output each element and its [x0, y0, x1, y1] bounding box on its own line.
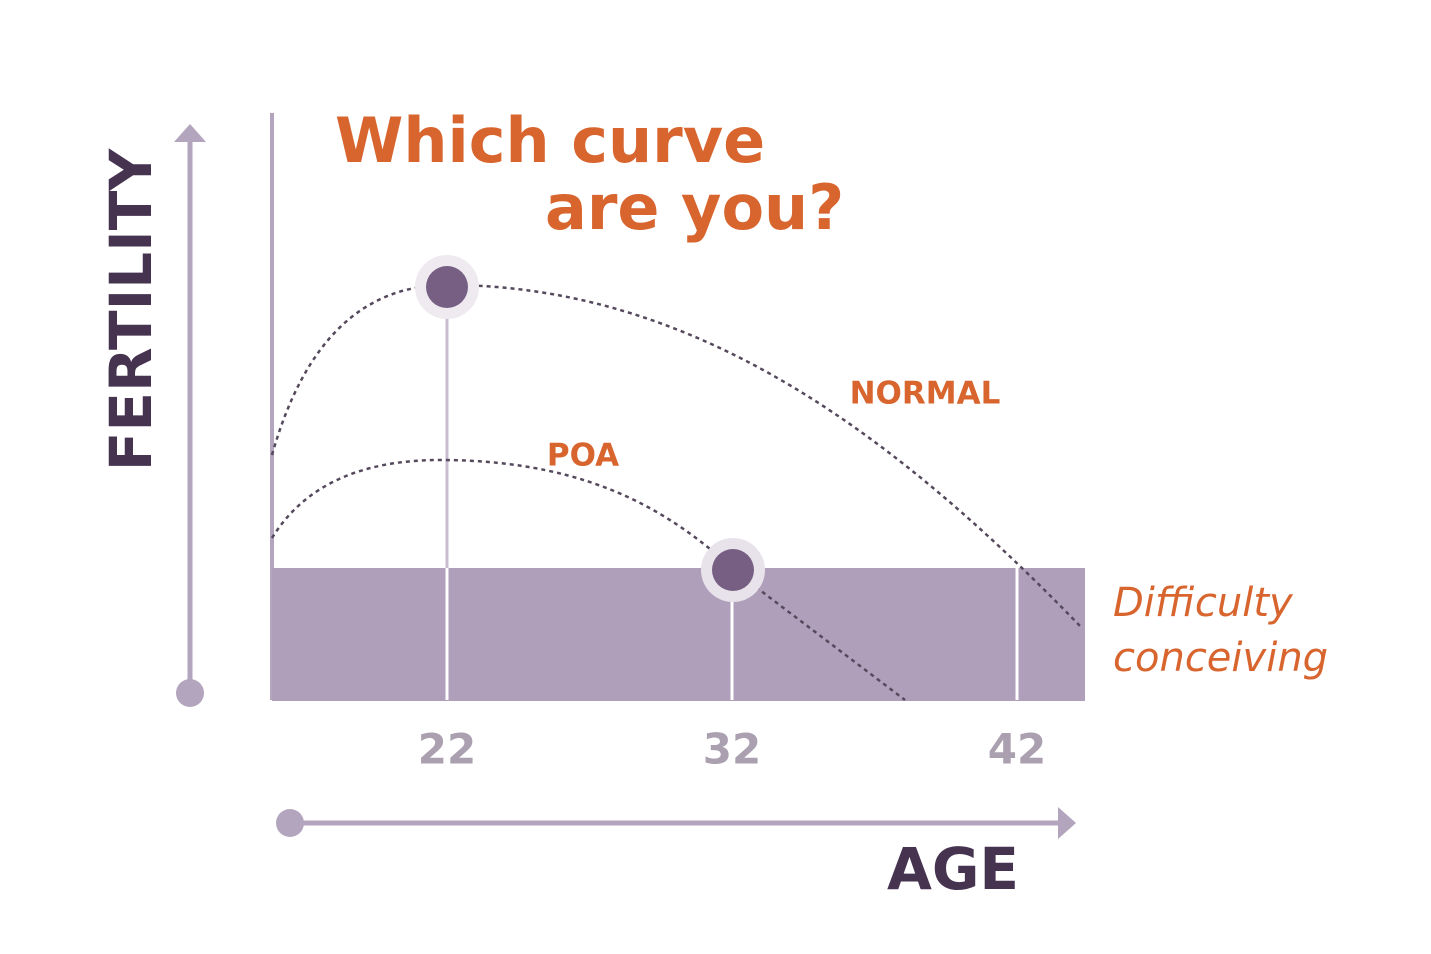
- title-line: Which curve: [335, 104, 765, 177]
- normal-curve: [270, 283, 1083, 629]
- difficulty-zone: [272, 568, 1085, 701]
- x-axis-dot: [276, 809, 304, 837]
- zone-label: Difficulty: [1113, 580, 1294, 626]
- title-line: are you?: [545, 171, 844, 244]
- curve-label: POA: [547, 438, 619, 474]
- y-axis-label: FERTILITY: [97, 148, 165, 472]
- peak-dot: [426, 266, 468, 308]
- y-axis-dot: [176, 679, 204, 707]
- x-axis-label: AGE: [887, 835, 1019, 903]
- poa-dot: [712, 549, 754, 591]
- x-arrow-head: [1058, 807, 1076, 839]
- zone-label: conceiving: [1113, 635, 1328, 681]
- curve-label: NORMAL: [850, 376, 1001, 412]
- x-tick-label: 32: [703, 725, 761, 774]
- poa-curve: [270, 458, 906, 701]
- x-tick-label: 22: [418, 725, 476, 774]
- y-arrow-head: [174, 124, 206, 142]
- x-tick-label: 42: [988, 725, 1046, 774]
